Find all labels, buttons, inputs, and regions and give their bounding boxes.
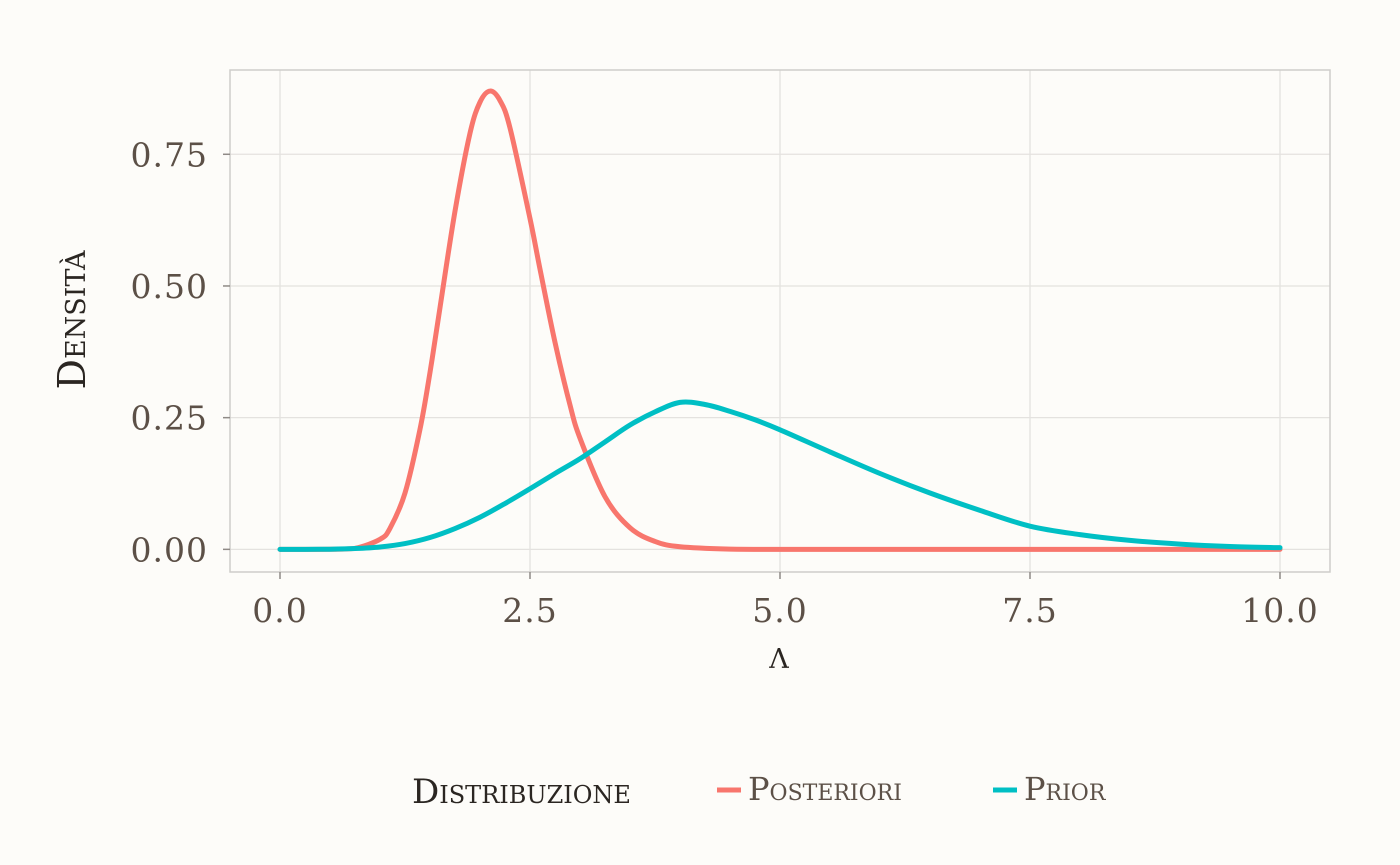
series-layer: [277, 88, 1283, 552]
axis-layer: 0.0 2.5 5.0 7.5 10.0 0.00 0.25 0.50 0.75: [131, 69, 1331, 630]
y-axis-title: Densità: [50, 250, 94, 389]
legend-label-posteriori: Posteriori: [748, 770, 902, 808]
y-tick-label-0: 0.00: [131, 530, 208, 569]
x-tick-label-3: 7.5: [1002, 591, 1057, 630]
y-tick-label-3: 0.75: [131, 135, 208, 174]
legend: Distribuzione Posteriori Prior: [412, 770, 1107, 812]
x-tick-label-1: 2.5: [502, 591, 557, 630]
legend-title: Distribuzione: [412, 772, 631, 812]
x-axis-title: λ: [768, 633, 789, 677]
series-line-prior: [277, 399, 1283, 552]
x-tick-label-0: 0.0: [252, 591, 307, 630]
x-tick-label-2: 5.0: [752, 591, 807, 630]
x-tick-label-4: 10.0: [1241, 591, 1318, 630]
series-line-posteriori: [277, 88, 1283, 552]
legend-label-prior: Prior: [1024, 770, 1107, 808]
y-tick-label-2: 0.50: [131, 267, 208, 306]
y-tick-label-1: 0.25: [131, 399, 208, 438]
